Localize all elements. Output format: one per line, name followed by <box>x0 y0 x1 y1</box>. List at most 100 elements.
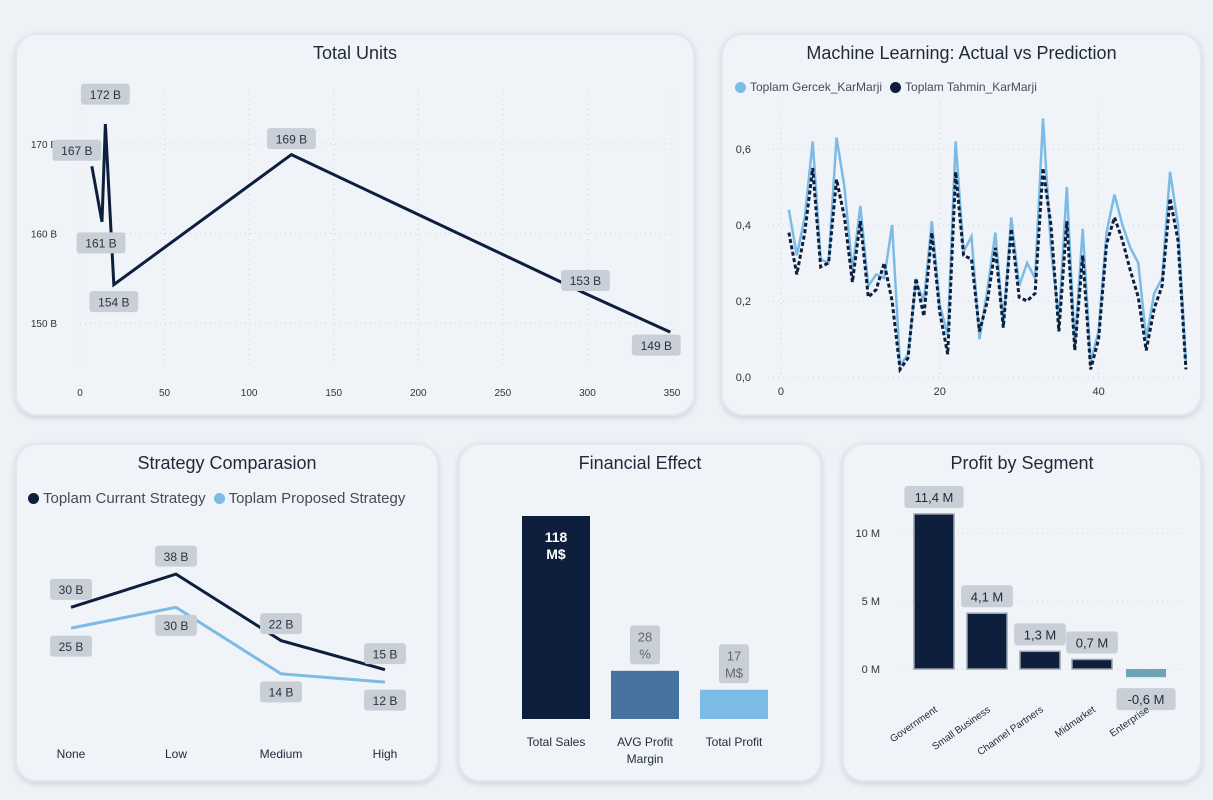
legend-label-proposed: Toplam Proposed Strategy <box>228 490 406 507</box>
bar <box>611 670 679 719</box>
y-tick-label: 150 B <box>31 319 57 330</box>
legend-label-actual: Toplam Gercek_KarMarji <box>750 80 883 94</box>
data-label: 153 B <box>561 269 610 291</box>
x-tick-label: 50 <box>159 388 171 399</box>
y-tick-label: 0,2 <box>736 296 751 308</box>
current-data-label: 38 B <box>155 545 197 567</box>
bar-value-label: M$ <box>546 546 566 562</box>
data-label-text: 161 B <box>85 237 116 251</box>
actual-series-line <box>787 118 1188 370</box>
segment-card: Profit by Segment 0 M 5 M 10 M 11,4 M Govern… <box>842 443 1202 782</box>
bar-value-label: 4,1 M <box>961 585 1013 608</box>
ml-card: Machine Learning: Actual vs Prediction T… <box>721 33 1202 416</box>
current-data-label: 15 B <box>364 643 406 665</box>
proposed-data-label: 25 B <box>50 635 92 657</box>
proposed-data-label: 30 B <box>155 614 197 636</box>
data-label-text: 167 B <box>61 144 92 158</box>
bar <box>700 689 768 719</box>
category-label: Low <box>165 747 187 761</box>
data-label-bg <box>631 334 681 356</box>
x-tick-label: 0 <box>778 386 784 398</box>
bar-value-label: 17 M$ <box>719 644 749 684</box>
x-tick-label: 350 <box>664 388 681 399</box>
current-data-label-bg <box>50 578 92 600</box>
bar-value-label: 1,3 M <box>1014 623 1066 646</box>
data-label: 161 B <box>76 232 126 254</box>
bar-value-label-bg <box>904 485 964 508</box>
category-label: High <box>373 747 398 761</box>
bar-value-label-bg <box>961 585 1013 608</box>
current-strategy-line <box>70 572 386 672</box>
bar <box>1071 658 1113 670</box>
strategy-chart: None Low Medium High 30 B 38 B 22 B 15 B 25 B 30 … <box>50 545 406 761</box>
proposed-data-label-text: 12 B <box>373 694 398 708</box>
x-tick-label: 300 <box>579 388 596 399</box>
legend-dot-prediction <box>890 81 902 93</box>
bar <box>522 516 590 719</box>
x-tick-label: 250 <box>495 388 512 399</box>
ml-legend: Toplam Gercek_KarMarji Toplam Tahmin_Kar… <box>735 80 1037 94</box>
data-label-text: 154 B <box>98 295 129 309</box>
data-label: 154 B <box>89 291 139 313</box>
bar-value-label-bg <box>1116 688 1176 711</box>
x-tick-label: 20 <box>934 386 946 398</box>
bar-value-label-text: M$ <box>725 665 744 680</box>
category-label: Government <box>888 704 940 745</box>
x-tick-label: 0 <box>77 388 83 399</box>
data-label: 149 B <box>631 334 681 356</box>
current-data-label-text: 38 B <box>164 550 189 564</box>
legend-dot-current <box>28 493 39 504</box>
bar-value-label: 118 <box>545 529 568 545</box>
data-label-bg <box>89 291 139 313</box>
y-tick-label: 170 B <box>31 140 57 151</box>
bar-value-label: -0,6 M <box>1116 688 1176 711</box>
y-tick-label: 160 B <box>31 230 57 241</box>
bar-value-label-text: 17 <box>727 648 741 663</box>
current-data-label-bg <box>260 613 302 635</box>
proposed-data-label-text: 30 B <box>164 619 189 633</box>
bar-value-label-bg <box>719 644 749 684</box>
proposed-data-label-text: 25 B <box>59 640 84 654</box>
current-data-label-bg <box>364 643 406 665</box>
current-data-label: 30 B <box>50 578 92 600</box>
data-label-text: 169 B <box>276 132 307 146</box>
bar-value-label: 28% <box>630 625 660 665</box>
category-label: Medium <box>260 747 303 761</box>
bar <box>966 612 1008 670</box>
data-label-bg <box>52 139 102 161</box>
data-label-text: 172 B <box>90 88 121 102</box>
current-data-label-text: 22 B <box>269 617 294 631</box>
legend-dot-actual <box>735 81 746 93</box>
strategy-legend: Toplam Currant Strategy Toplam Proposed … <box>28 490 405 507</box>
financial-card: Financial Effect 118 M$ Total Sales 28% AVG … <box>458 443 822 782</box>
category-label: None <box>57 747 86 761</box>
bar-value-label: 0,7 M <box>1066 631 1118 654</box>
bar-value-label: 11,4 M <box>904 485 964 508</box>
total-units-chart: 0 50 100 150 200 250 300 350 150 B 160 B 170 B 167 … <box>31 83 681 399</box>
proposed-data-label-bg <box>260 681 302 703</box>
y-tick-label: 10 M <box>856 528 880 540</box>
bar-value-label-text: 28 <box>638 629 652 644</box>
x-tick-label: 100 <box>241 388 258 399</box>
proposed-data-label: 12 B <box>364 689 406 711</box>
bar-value-label-text: 0,7 M <box>1076 636 1109 651</box>
bar-value-label-bg <box>1066 631 1118 654</box>
data-label-bg <box>267 128 316 150</box>
ml-title: Machine Learning: Actual vs Prediction <box>806 43 1117 63</box>
ml-chart: 0,0 0,2 0,4 0,6 0 20 40 <box>736 103 1188 398</box>
proposed-strategy-line <box>70 605 386 684</box>
bar-value-label-text: % <box>639 646 651 661</box>
segment-title: Profit by Segment <box>950 453 1094 473</box>
data-label: 167 B <box>52 139 102 161</box>
x-tick-label: 200 <box>410 388 427 399</box>
proposed-data-label-text: 14 B <box>269 686 294 700</box>
bar-value-label-text: 1,3 M <box>1024 627 1057 642</box>
bar <box>1019 650 1061 670</box>
bar-value-label-bg <box>1014 623 1066 646</box>
data-label-text: 153 B <box>570 274 601 288</box>
y-tick-label: 0 M <box>862 664 880 676</box>
proposed-data-label-bg <box>155 614 197 636</box>
legend-label-prediction: Toplam Tahmin_KarMarji <box>905 80 1037 94</box>
